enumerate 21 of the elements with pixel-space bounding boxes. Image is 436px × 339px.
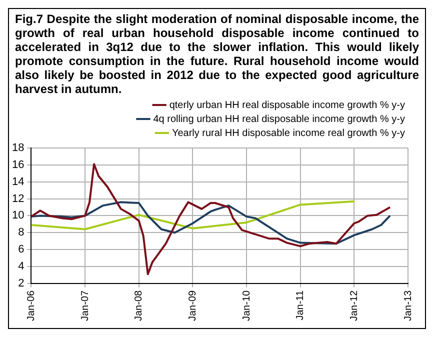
- y-tick-label: 12: [12, 192, 24, 205]
- y-tick-label: 18: [12, 142, 24, 154]
- legend-label: qterly urban HH real disposable income growth % y-y: [169, 100, 406, 111]
- y-tick-label: 16: [12, 158, 24, 171]
- x-tick-label: Jan-08: [134, 290, 145, 321]
- x-tick-label: Jan-06: [26, 290, 37, 321]
- y-tick-label: 4: [18, 260, 24, 273]
- chart-title: Fig.7 Despite the slight moderation of nominal disposable income, the growth of real urban household disposable income continued to accelerated in 3q12 due to the slower inflation. This would likely promote consumption in the future. Rural household income would also likely be boosted in 2012 due to the expected good agriculture harvest in autumn.: [14, 11, 420, 96]
- x-tick-label: Jan-12: [348, 290, 360, 321]
- x-tick-label: Jan-10: [241, 290, 252, 321]
- legend-label: Yearly rural HH disposable income real growth % y-y: [172, 128, 405, 139]
- x-tick-label: Jan-09: [187, 290, 198, 321]
- y-tick-label: 8: [18, 226, 24, 239]
- x-tick-label: Jan-11: [295, 290, 306, 320]
- y-tick-label: 2: [18, 277, 24, 290]
- legend-label: 4q rolling urban HH real disposable income growth % y-y: [153, 114, 406, 125]
- y-tick-label: 6: [18, 244, 24, 256]
- y-tick-label: 10: [12, 210, 24, 222]
- x-tick-label: Jan-07: [80, 290, 91, 321]
- x-tick-label: Jan-13: [402, 290, 414, 321]
- y-tick-label: 14: [12, 176, 24, 188]
